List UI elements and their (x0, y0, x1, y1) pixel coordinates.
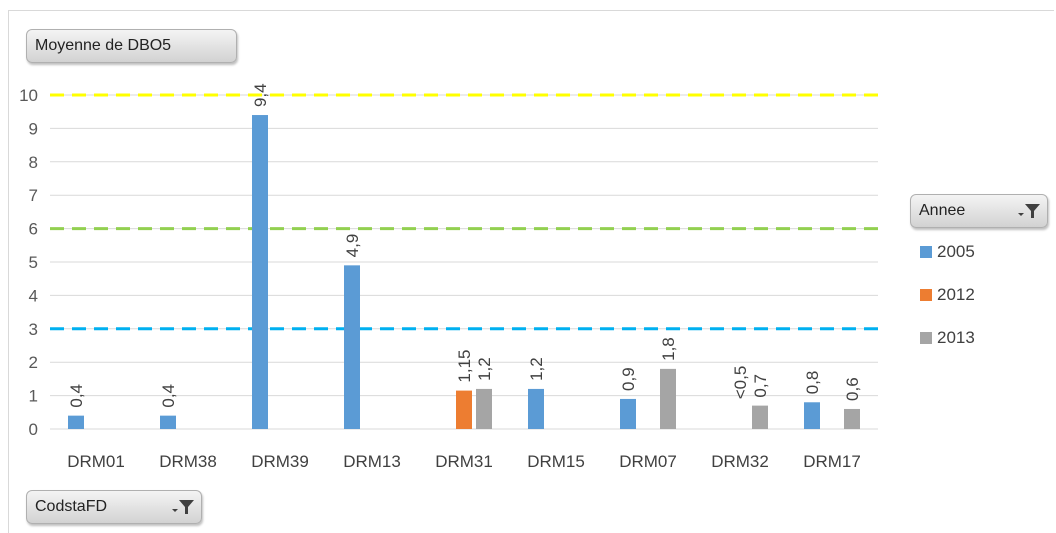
x-tick-label: DRM31 (435, 452, 493, 471)
value-field-button[interactable]: Moyenne de DBO5 (26, 29, 237, 63)
x-tick-label: DRM15 (527, 452, 585, 471)
y-tick-label: 5 (29, 253, 38, 272)
legend-field-button[interactable]: Annee (910, 194, 1048, 228)
bar (160, 415, 176, 429)
bar (528, 388, 544, 429)
x-tick-label: DRM39 (251, 452, 309, 471)
y-tick-label: 9 (29, 119, 38, 138)
x-tick-label: DRM01 (67, 452, 125, 471)
y-tick-label: 7 (29, 186, 38, 205)
bar (476, 388, 492, 429)
y-tick-label: 6 (29, 220, 38, 239)
legend-field-label: Annee (919, 202, 966, 219)
data-label: 0,8 (803, 371, 822, 395)
y-tick-label: 10 (19, 86, 38, 105)
bar (620, 398, 636, 429)
bar (68, 415, 84, 429)
x-tick-label: DRM13 (343, 452, 401, 471)
x-tick-label: DRM32 (711, 452, 769, 471)
bar (252, 115, 268, 429)
y-tick-label: 8 (29, 153, 38, 172)
x-tick-label: DRM17 (803, 452, 861, 471)
data-label: 9,4 (251, 83, 270, 107)
legend-swatch (920, 246, 932, 258)
bar (456, 390, 472, 429)
y-tick-label: 3 (29, 320, 38, 339)
data-label: 0,7 (751, 374, 770, 398)
data-label: <0,5 (731, 366, 750, 400)
data-label: 0,4 (159, 384, 178, 408)
filter-dropdown-icon[interactable] (171, 496, 195, 518)
legend-label: 2012 (937, 285, 975, 304)
bar (344, 265, 360, 429)
y-tick-label: 4 (29, 286, 38, 305)
legend-label: 2005 (937, 242, 975, 261)
legend-swatch (920, 332, 932, 344)
data-label: 1,2 (475, 357, 494, 381)
x-tick-label: DRM38 (159, 452, 217, 471)
axis-field-button[interactable]: CodstaFD (26, 490, 202, 524)
data-label: 1,8 (659, 337, 678, 361)
chart-frame (8, 10, 1054, 533)
y-tick-label: 2 (29, 353, 38, 372)
y-tick-label: 0 (29, 420, 38, 439)
data-label: 4,9 (343, 234, 362, 258)
data-label: 0,4 (67, 384, 86, 408)
bar (804, 402, 820, 429)
value-field-label: Moyenne de DBO5 (35, 37, 172, 54)
data-label: 0,9 (619, 367, 638, 391)
data-label: 1,15 (455, 349, 474, 382)
legend-swatch (920, 289, 932, 301)
y-tick-label: 1 (29, 387, 38, 406)
filter-dropdown-icon[interactable] (1017, 200, 1041, 222)
bar (660, 368, 676, 429)
legend-label: 2013 (937, 328, 975, 347)
data-label: 0,6 (843, 377, 862, 401)
x-tick-label: DRM07 (619, 452, 677, 471)
bar (752, 405, 768, 429)
axis-field-label: CodstaFD (35, 498, 108, 515)
data-label: 1,2 (527, 357, 546, 381)
bar (844, 408, 860, 429)
